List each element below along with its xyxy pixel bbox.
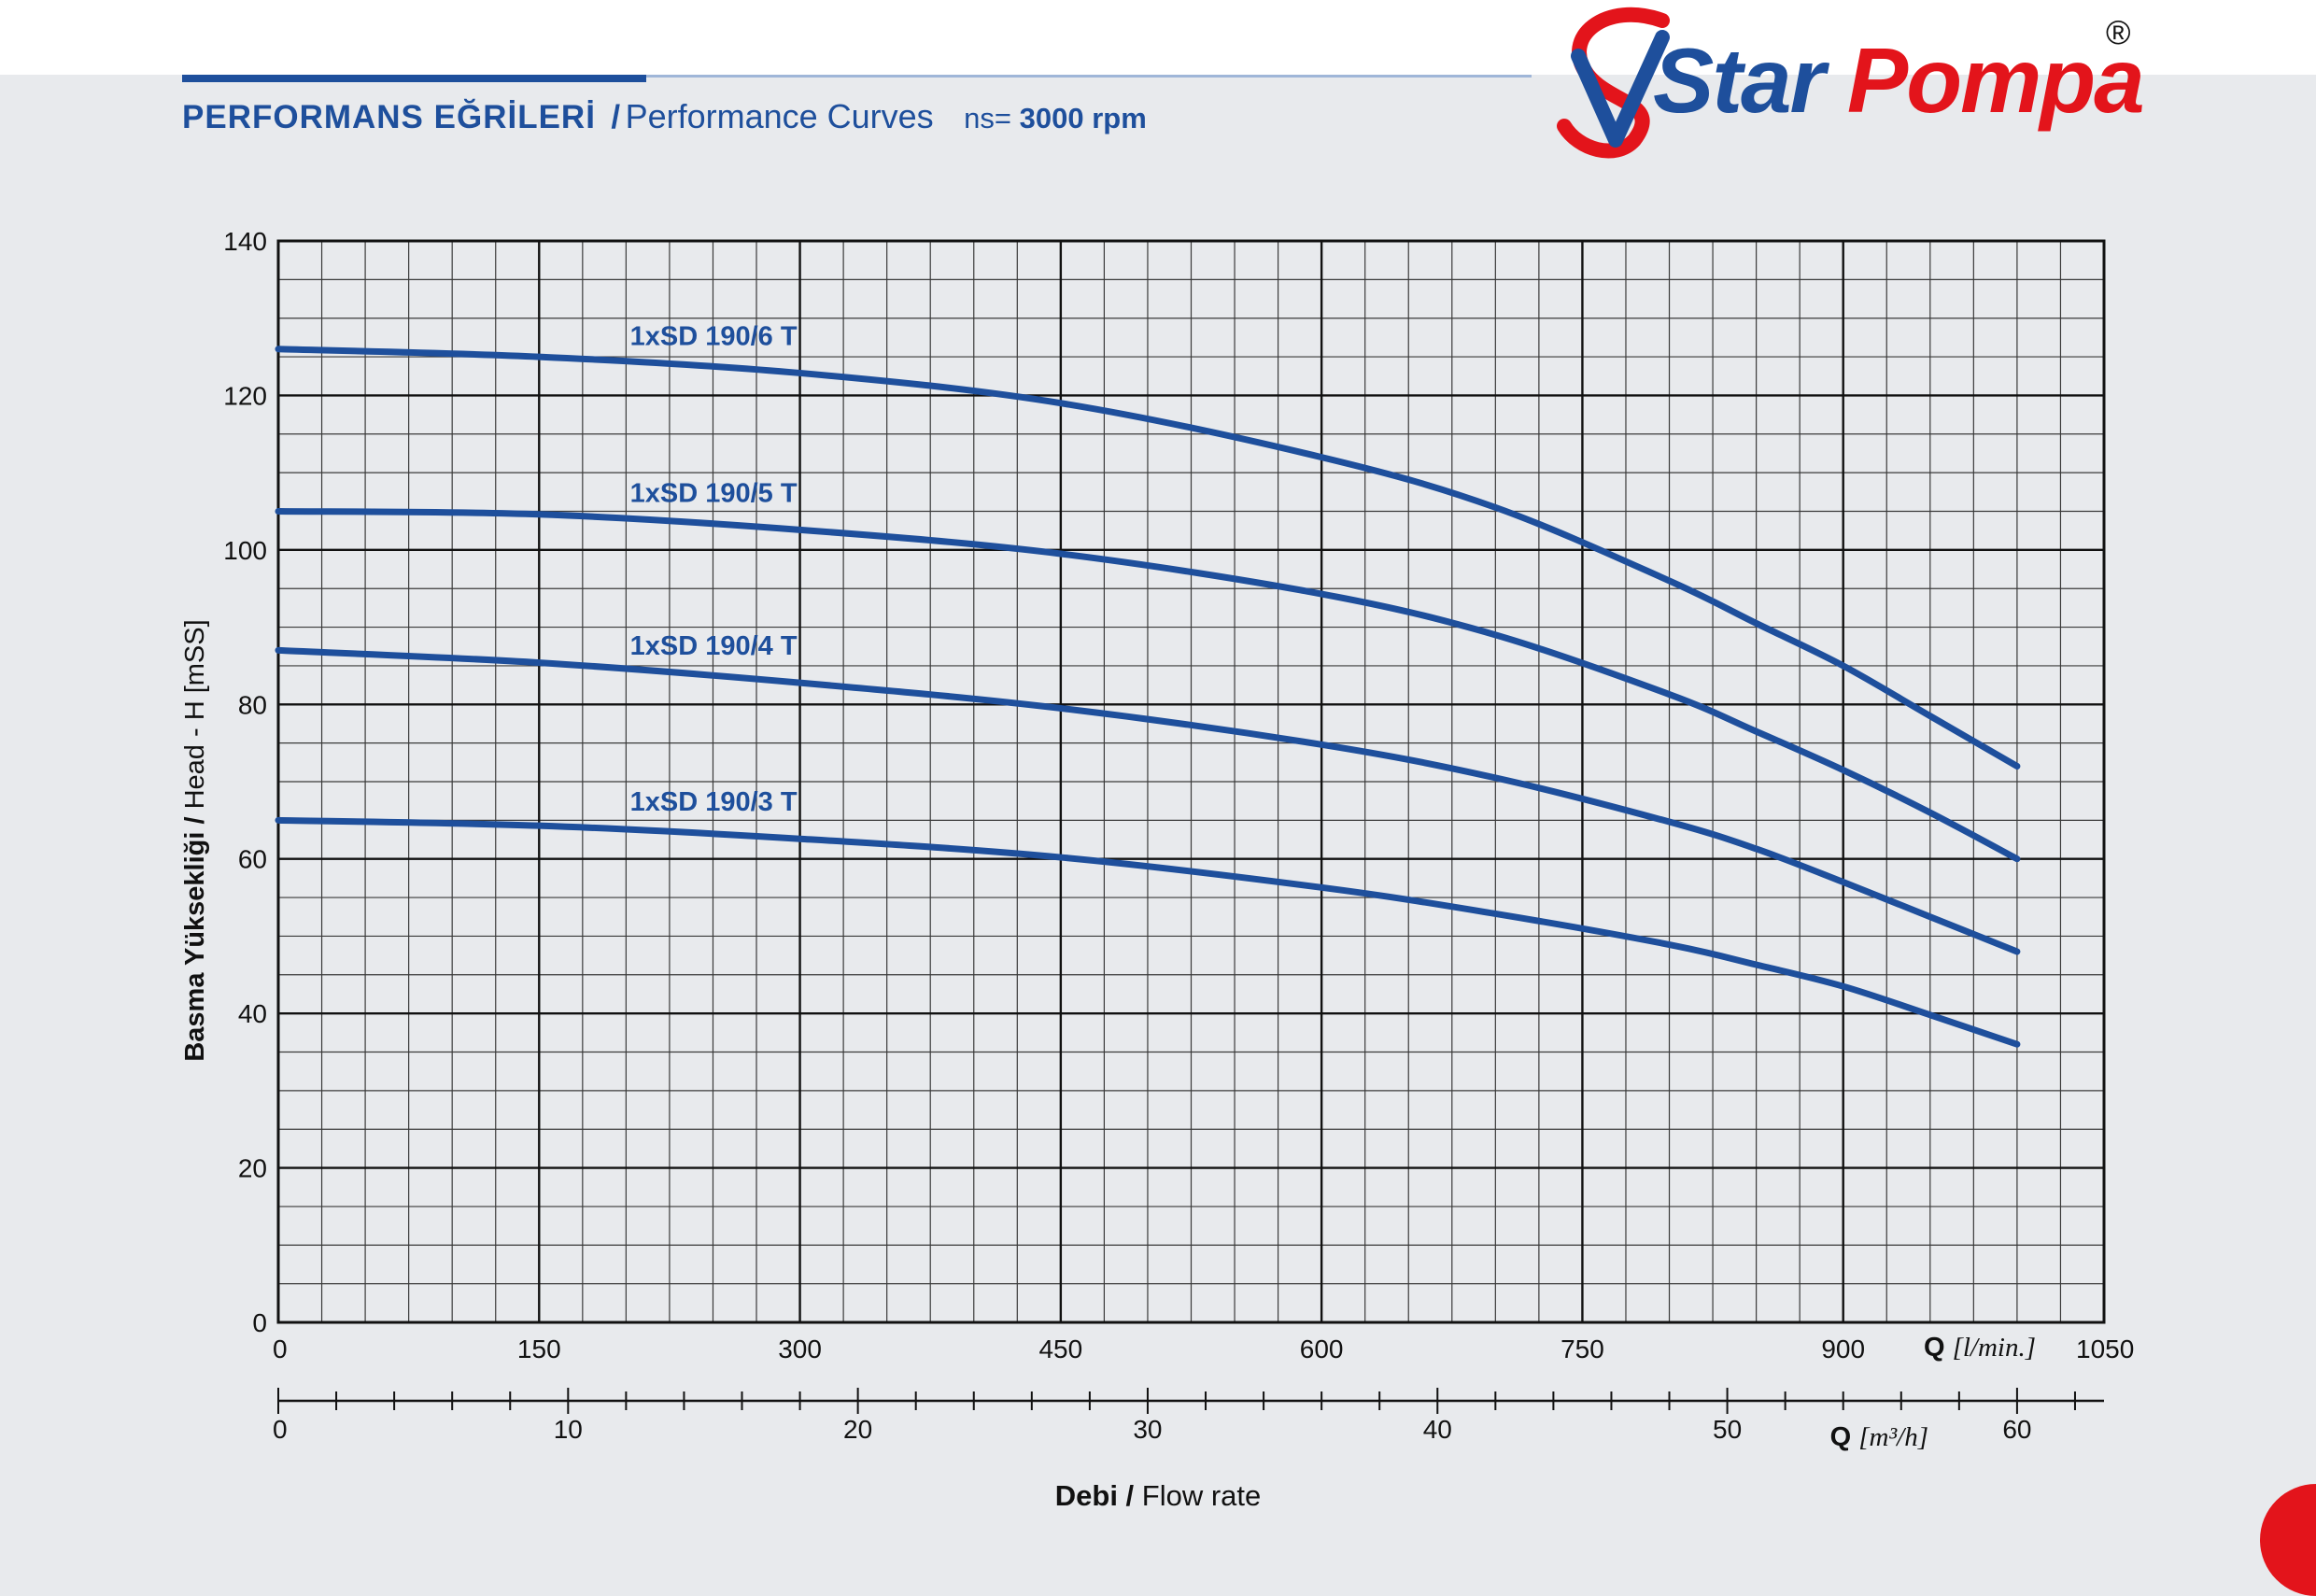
x-tick-label: 750 bbox=[1560, 1335, 1604, 1363]
x-tick-labels: 0 150 300 450 600 750 900 1050 bbox=[273, 1335, 2134, 1363]
y-tick-label: 100 bbox=[223, 536, 267, 565]
x-axis-label-primary: Q [l/min.] bbox=[1924, 1333, 2036, 1363]
title-english: Performance Curves bbox=[625, 97, 934, 135]
secondary-x-axis: 0 10 20 30 40 50 60 bbox=[273, 1388, 2104, 1444]
series-label-3: 1xSD 190/4 T bbox=[630, 631, 798, 661]
grid-minor bbox=[277, 240, 2105, 1323]
speed-label: ns= 3000 rpm bbox=[964, 102, 1147, 134]
grid-major bbox=[276, 239, 2106, 1324]
plot-frame bbox=[276, 239, 2106, 1324]
y-tick-label: 20 bbox=[238, 1154, 267, 1183]
registered-mark: ® bbox=[2106, 13, 2131, 51]
series-labels: 1xSD 190/6 T 1xSD 190/5 T 1xSD 190/4 T 1xSD… bbox=[630, 321, 798, 817]
y-tick-label: 140 bbox=[223, 227, 267, 256]
y-tick-label: 60 bbox=[238, 845, 267, 874]
x-axis-label-secondary: Q [m³/h] bbox=[1830, 1422, 1928, 1452]
x-tick-label: 600 bbox=[1300, 1335, 1344, 1363]
y-tick-label: 80 bbox=[238, 690, 267, 719]
title-rule bbox=[646, 75, 1532, 78]
brand-name: Star Pompa bbox=[1653, 28, 2145, 134]
brand-pompa: Pompa bbox=[1846, 29, 2145, 132]
series-lines bbox=[275, 346, 2021, 1048]
series-line-3 bbox=[275, 646, 2021, 955]
x-tick-label: 0 bbox=[273, 1335, 288, 1363]
secondary-x-tick-label: 40 bbox=[1423, 1415, 1452, 1444]
series-label-1: 1xSD 190/6 T bbox=[630, 321, 798, 351]
title-separator: / bbox=[611, 99, 622, 135]
page-title: PERFORMANS EĞRİLERİ / Performance Curves… bbox=[182, 97, 1147, 136]
series-line-2 bbox=[275, 508, 2021, 863]
secondary-x-tick-label: 30 bbox=[1133, 1415, 1162, 1444]
y-tick-label: 0 bbox=[252, 1308, 267, 1337]
y-axis-label: Basma Yüksekliği / Head - H [mSS] bbox=[180, 619, 210, 1061]
x-tick-label: 150 bbox=[517, 1335, 561, 1363]
speed-value: 3000 rpm bbox=[1019, 102, 1147, 134]
secondary-x-tick-label: 60 bbox=[2002, 1415, 2031, 1444]
x-tick-label: 1050 bbox=[2076, 1335, 2134, 1363]
x-axis-label-bottom: Debi / Flow rate bbox=[1055, 1479, 1262, 1512]
title-turkish: PERFORMANS EĞRİLERİ bbox=[182, 99, 596, 135]
header-band bbox=[0, 0, 2316, 75]
secondary-x-tick-label: 20 bbox=[843, 1415, 872, 1444]
speed-prefix: ns= bbox=[964, 102, 1011, 134]
star-pompa-logo-icon bbox=[1557, 7, 1670, 159]
secondary-x-tick-label: 10 bbox=[554, 1415, 583, 1444]
x-tick-label: 450 bbox=[1038, 1335, 1082, 1363]
series-line-1 bbox=[275, 346, 2021, 770]
secondary-x-tick-label: 0 bbox=[273, 1415, 288, 1444]
brand-star: Star bbox=[1653, 29, 1826, 132]
y-tick-label: 40 bbox=[238, 999, 267, 1028]
series-line-4 bbox=[275, 816, 2021, 1048]
series-label-4: 1xSD 190/3 T bbox=[630, 787, 798, 817]
x-tick-label: 900 bbox=[1821, 1335, 1865, 1363]
x-tick-label: 300 bbox=[778, 1335, 822, 1363]
y-tick-label: 120 bbox=[223, 381, 267, 410]
title-underline bbox=[182, 75, 646, 82]
y-tick-labels: 0 20 40 60 80 100 120 140 bbox=[223, 227, 267, 1337]
series-label-2: 1xSD 190/5 T bbox=[630, 478, 798, 508]
secondary-x-tick-label: 50 bbox=[1713, 1415, 1742, 1444]
